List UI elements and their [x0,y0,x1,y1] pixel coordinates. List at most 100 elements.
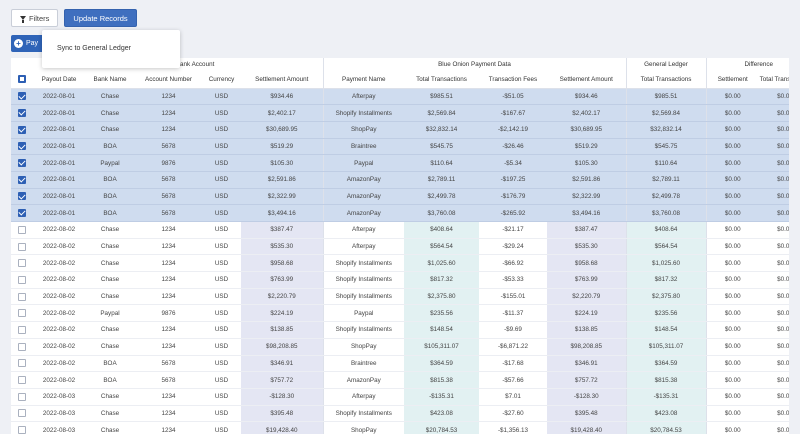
cell-diff-total: $0.00 [759,221,789,239]
cell-gl-total: $408.64 [626,221,707,239]
cell-bank-settlement: $2,220.79 [241,288,324,306]
cell-currency: USD [202,254,241,273]
cell-bank-name: Chase [85,405,135,423]
table-row[interactable]: 2022-08-01 BOA 5678 USD $2,591.86 AmazonPay $2… [11,171,789,189]
table-row[interactable]: 2022-08-02 Chase 1234 USD $958.68 Shopify Ins… [11,254,789,273]
cell-bank-name: Chase [85,254,135,273]
cell-currency: USD [202,421,241,434]
cell-transaction-fees: -$9.69 [479,321,547,339]
cell-transaction-fees: -$51.05 [479,88,547,106]
cell-payment-settlement: $138.85 [547,321,627,339]
row-checkbox-cell [11,238,33,256]
row-checkbox[interactable] [18,309,26,318]
cell-payout-date: 2022-08-01 [33,204,85,222]
table-row[interactable]: 2022-08-02 Chase 1234 USD $763.99 Shopify Ins… [11,271,789,289]
row-checkbox[interactable] [18,225,26,234]
cell-gl-total: -$135.31 [626,388,707,406]
col-currency[interactable]: Currency [202,71,241,89]
cell-payout-date: 2022-08-02 [33,288,85,306]
cell-bank-name: BOA [85,138,135,156]
cell-bank-settlement: $30,689.95 [241,121,324,139]
col-payout-date[interactable]: Payout Date [33,71,85,89]
row-checkbox[interactable] [18,125,26,134]
cell-transaction-fees: -$6,871.22 [479,338,547,356]
row-checkbox[interactable] [18,359,26,368]
table-row[interactable]: 2022-08-01 Paypal 9876 USD $105.30 Paypal $110… [11,154,789,172]
table-row[interactable]: 2022-08-02 Chase 1234 USD $138.85 Shopify Ins… [11,321,789,339]
cell-payment-settlement: $757.72 [547,371,627,389]
table-row[interactable]: 2022-08-02 Chase 1234 USD $535.30 Afterpay $56… [11,238,789,256]
row-checkbox[interactable] [18,109,26,118]
cell-payment-settlement: -$128.30 [547,388,627,406]
table-row[interactable]: 2022-08-01 BOA 5678 USD $2,322.99 AmazonPay $2… [11,188,789,206]
update-records-button[interactable]: Update Records [64,9,137,27]
row-checkbox[interactable] [18,159,26,168]
cell-diff-settlement: $0.00 [706,221,759,239]
cell-transaction-fees: -$197.25 [479,171,547,189]
group-spacer [11,58,33,71]
cell-account-number: 9876 [135,304,202,323]
table-row[interactable]: 2022-08-01 Chase 1234 USD $2,402.17 Shopify I… [11,104,789,122]
cell-payout-date: 2022-08-02 [33,238,85,256]
cell-currency: USD [202,321,241,339]
table-row[interactable]: 2022-08-03 Chase 1234 USD -$128.30 Afterpay -$… [11,388,789,406]
table-row[interactable]: 2022-08-03 Chase 1234 USD $395.48 Shopify Ins… [11,405,789,423]
table-row[interactable]: 2022-08-02 Chase 1234 USD $387.47 Afterpay $40… [11,221,789,239]
row-checkbox[interactable] [18,259,26,268]
table-row[interactable]: 2022-08-03 Chase 1234 USD $19,428.40 ShopPay $… [11,421,789,434]
row-checkbox[interactable] [18,392,26,401]
row-checkbox[interactable] [18,192,26,201]
col-bank-settlement-amount[interactable]: Settlement Amount [241,71,324,89]
table-row[interactable]: 2022-08-02 Paypal 9876 USD $224.19 Paypal $235… [11,304,789,323]
menu-item-sync-general-ledger[interactable]: Sync to General Ledger [57,45,131,52]
cell-account-number: 1234 [135,254,202,273]
row-checkbox[interactable] [18,342,26,351]
cell-diff-total: $0.00 [759,121,789,139]
cell-transaction-fees: -$265.92 [479,204,547,222]
cell-gl-total: $110.64 [626,154,707,172]
cell-gl-total: $148.54 [626,321,707,339]
table-row[interactable]: 2022-08-01 Chase 1234 USD $934.46 Afterpay $98… [11,88,789,106]
col-account-number[interactable]: Account Number [135,71,202,89]
cell-account-number: 1234 [135,221,202,239]
cell-bank-name: BOA [85,371,135,389]
row-checkbox[interactable] [18,275,26,284]
row-checkbox[interactable] [18,142,26,151]
cell-diff-total: $0.00 [759,304,789,323]
cell-diff-settlement: $0.00 [706,371,759,389]
select-all-checkbox[interactable] [18,75,26,84]
col-payment-name[interactable]: Payment Name [323,71,404,89]
col-diff-settlement[interactable]: Settlement [706,71,759,89]
cell-currency: USD [202,371,241,389]
cell-payout-date: 2022-08-01 [33,188,85,206]
col-gl-total-transactions[interactable]: Total Transactions [626,71,707,89]
row-checkbox[interactable] [18,325,26,334]
cell-bank-name: Chase [85,121,135,139]
row-checkbox[interactable] [18,376,26,385]
table-row[interactable]: 2022-08-01 BOA 5678 USD $519.29 Braintree $545… [11,138,789,156]
table-row[interactable]: 2022-08-02 Chase 1234 USD $2,220.79 Shopify I… [11,288,789,306]
table-row[interactable]: 2022-08-01 BOA 5678 USD $3,494.16 AmazonPay $3… [11,204,789,222]
table-row[interactable]: 2022-08-02 BOA 5678 USD $757.72 AmazonPay $815… [11,371,789,389]
cell-payment-name: Shopify Installments [323,321,404,339]
table-row[interactable]: 2022-08-02 Chase 1234 USD $98,208.85 ShopPay $… [11,338,789,356]
col-transaction-fees[interactable]: Transaction Fees [479,71,547,89]
row-checkbox[interactable] [18,426,26,434]
row-checkbox[interactable] [18,175,26,184]
col-payment-total-transactions[interactable]: Total Transactions [404,71,479,89]
row-checkbox[interactable] [18,292,26,301]
col-diff-total-transactions[interactable]: Total Transactions [759,71,789,89]
filters-button[interactable]: Filters [11,9,59,27]
cell-gl-total: $2,789.11 [626,171,707,189]
col-bank-name[interactable]: Bank Name [85,71,135,89]
add-payout-button[interactable]: + Pay [11,35,43,52]
table-row[interactable]: 2022-08-02 BOA 5678 USD $346.91 Braintree $364… [11,355,789,373]
col-payment-settlement-amount[interactable]: Settlement Amount [547,71,627,89]
row-checkbox[interactable] [18,242,26,251]
cell-diff-settlement: $0.00 [706,104,759,122]
cell-transaction-fees: -$167.67 [479,104,547,122]
row-checkbox[interactable] [18,209,26,218]
table-row[interactable]: 2022-08-01 Chase 1234 USD $30,689.95 ShopPay $… [11,121,789,139]
row-checkbox[interactable] [18,92,26,101]
row-checkbox[interactable] [18,409,26,418]
